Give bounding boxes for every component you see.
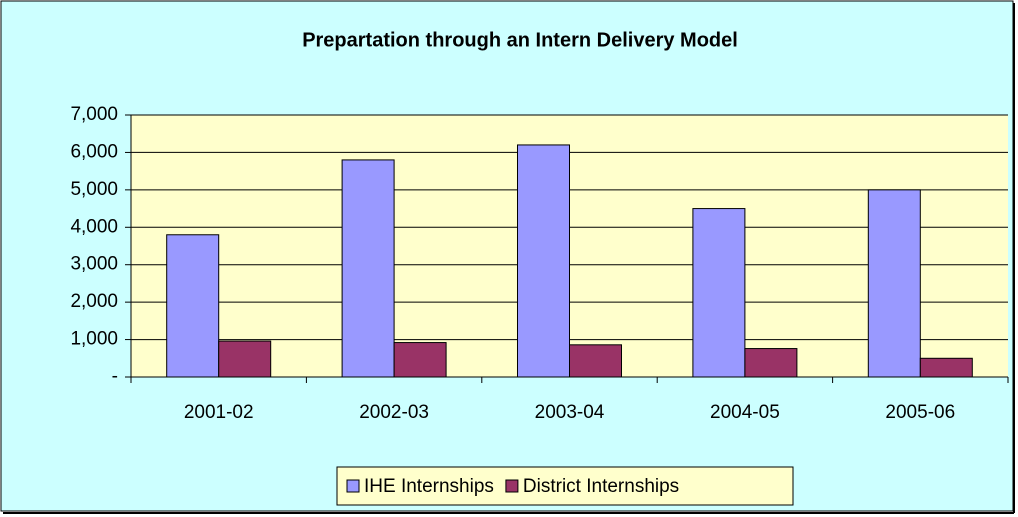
y-tick-label: 4,000 [70, 216, 118, 237]
bar [517, 144, 570, 378]
y-tick-label: 7,000 [70, 104, 118, 125]
bar [867, 189, 921, 378]
bar [166, 234, 220, 378]
legend-label: District Internships [523, 476, 679, 497]
legend-label: IHE Internships [364, 476, 494, 497]
x-tick-label: 2001-02 [184, 402, 254, 423]
bar [569, 344, 622, 378]
y-tick-label: 6,000 [70, 141, 118, 162]
chart-title: Prepartation through an Intern Delivery … [302, 29, 738, 51]
legend [336, 466, 794, 506]
y-tick-label: 2,000 [70, 291, 118, 312]
bar [393, 342, 447, 378]
y-tick-label: 5,000 [70, 179, 118, 200]
bar [692, 208, 746, 378]
x-tick-label: 2004-05 [710, 402, 780, 423]
x-tick-label: 2005-06 [885, 402, 955, 423]
y-tick-label: 3,000 [70, 254, 118, 275]
y-tick-label: 1,000 [70, 329, 118, 350]
bar [218, 340, 272, 378]
bar [341, 159, 395, 378]
bar [744, 348, 798, 378]
legend-swatch [505, 479, 519, 493]
y-tick-label: - [112, 366, 118, 387]
x-tick-label: 2002-03 [359, 402, 429, 423]
x-tick-label: 2003-04 [535, 402, 605, 423]
legend-swatch [346, 479, 360, 493]
bar [919, 357, 973, 378]
